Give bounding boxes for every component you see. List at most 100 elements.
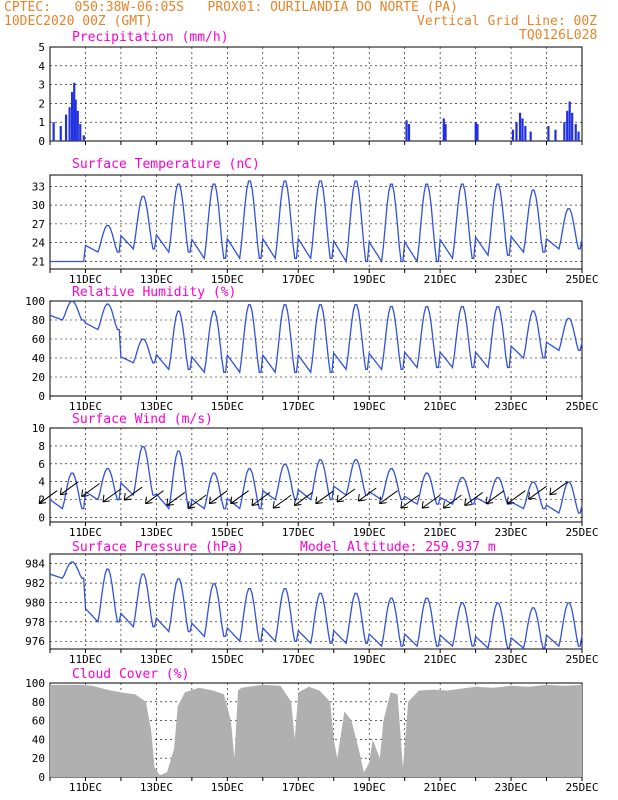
wind-arrow-head	[230, 496, 238, 505]
precip-bar	[73, 82, 76, 141]
panel-frame-2	[49, 300, 583, 397]
x-tick-label: 11DEC	[69, 400, 102, 413]
x-tick-label: 17DEC	[282, 526, 315, 539]
header-model-id: TQ0126L028	[519, 28, 598, 43]
wind-arrow	[60, 481, 79, 496]
wind-arrow	[145, 490, 164, 505]
x-tick-label: 25DEC	[565, 781, 598, 794]
x-tick-label: 13DEC	[140, 526, 173, 539]
y-tick-label: 6	[38, 458, 45, 471]
wind-arrow	[81, 483, 100, 497]
precip-bar	[442, 118, 445, 141]
wind-arrow-head	[38, 496, 47, 505]
x-tick-label: 23DEC	[495, 400, 528, 413]
wind-arrow	[230, 490, 249, 505]
wind-arrow	[528, 485, 547, 500]
y-tick-label: 0	[38, 771, 45, 784]
wind-arrow-head	[528, 492, 536, 500]
wind-arrow-head	[464, 498, 472, 506]
panel-title-3: Surface Wind (m/s)	[72, 412, 213, 427]
precip-bar	[64, 114, 68, 141]
wind-arrow	[123, 486, 143, 501]
wind-arrow-head	[81, 489, 89, 497]
y-tick-label: 27	[32, 218, 45, 231]
y-tick-label: 60	[32, 715, 45, 728]
precip-bar	[529, 131, 532, 141]
x-tick-label: 19DEC	[353, 781, 386, 794]
wind-arrow	[379, 490, 398, 505]
wind-arrow-head	[400, 501, 408, 509]
precip-bar	[566, 110, 569, 141]
wind-arrow	[38, 490, 58, 505]
y-tick-label: 984	[25, 558, 45, 571]
precip-bar	[444, 124, 447, 141]
y-tick-label: 0	[38, 135, 45, 148]
y-tick-label: 0	[38, 512, 45, 525]
wind-arrow-head	[208, 496, 217, 505]
wind-arrow-head	[187, 501, 196, 509]
x-tick-label: 23DEC	[495, 526, 528, 539]
wind-arrow-head	[166, 498, 174, 506]
wind-arrow-head	[421, 501, 430, 509]
panel-title-1: Surface Temperature (nC)	[72, 157, 260, 172]
y-tick-label: 100	[25, 677, 45, 690]
y-tick-label: 40	[32, 352, 45, 365]
x-tick-label: 23DEC	[495, 273, 528, 286]
x-tick-label: 21DEC	[424, 653, 457, 666]
panel-frame-4	[49, 553, 583, 650]
wind-arrow-head	[506, 496, 515, 505]
wind-arrow	[549, 481, 569, 496]
header-line-1: CPTEC: 050:38W-06:05S PROX01: OURILANDIA…	[4, 0, 458, 15]
precip-bar	[82, 135, 85, 141]
precip-bar	[571, 112, 574, 141]
precip-bar	[474, 122, 477, 141]
precip-bar	[405, 120, 408, 141]
series-line-2	[49, 300, 583, 375]
x-tick-label: 19DEC	[353, 526, 386, 539]
wind-arrow	[294, 492, 313, 506]
precip-bar	[476, 124, 479, 141]
x-tick-label: 17DEC	[282, 653, 315, 666]
precip-bar	[70, 92, 74, 141]
y-tick-label: 80	[32, 314, 45, 327]
cloud-area	[50, 684, 582, 777]
x-tick-label: 25DEC	[565, 526, 598, 539]
y-tick-label: 30	[32, 199, 45, 212]
wind-arrow	[187, 494, 207, 509]
x-tick-label: 13DEC	[140, 273, 173, 286]
y-tick-label: 60	[32, 333, 45, 346]
x-tick-label: 13DEC	[140, 400, 173, 413]
header-date: 10DEC2020 00Z (GMT)	[4, 14, 153, 29]
wind-arrow	[336, 488, 356, 503]
wind-arrow	[506, 490, 526, 505]
wind-arrow	[464, 492, 483, 506]
y-tick-label: 24	[32, 237, 46, 250]
x-tick-label: 15DEC	[211, 400, 244, 413]
wind-arrow	[251, 492, 271, 506]
y-tick-label: 8	[38, 440, 45, 453]
y-tick-label: 976	[25, 635, 45, 648]
series-line-4	[49, 561, 583, 650]
x-tick-label: 13DEC	[140, 781, 173, 794]
precip-bar	[554, 129, 557, 141]
x-tick-label: 19DEC	[353, 273, 386, 286]
x-tick-label: 21DEC	[424, 400, 457, 413]
precip-bar	[407, 124, 411, 141]
wind-arrow-head	[272, 501, 281, 509]
header-grid-note: Vertical Grid Line: 00Z	[417, 14, 598, 29]
y-tick-label: 21	[32, 255, 45, 268]
y-tick-label: 3	[38, 79, 45, 92]
wind-arrow-head	[59, 487, 68, 496]
wind-arrow	[272, 494, 292, 509]
x-tick-label: 21DEC	[424, 273, 457, 286]
wind-arrow	[315, 490, 335, 505]
x-tick-label: 17DEC	[282, 781, 315, 794]
precip-bar	[577, 131, 580, 141]
x-tick-label: 17DEC	[282, 400, 315, 413]
panel-annotation-4: Model Altitude: 259.937 m	[300, 540, 496, 555]
y-tick-label: 40	[32, 733, 45, 746]
wind-arrow	[485, 490, 505, 505]
precip-bar	[518, 112, 522, 141]
y-tick-label: 20	[32, 752, 45, 765]
